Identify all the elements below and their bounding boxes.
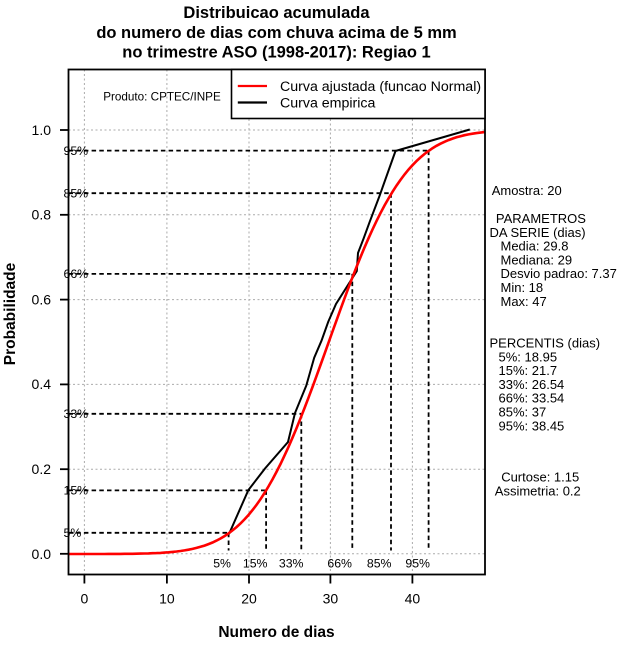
svg-text:0.8: 0.8 (32, 207, 52, 223)
svg-text:95%: 95% (405, 557, 430, 571)
svg-text:66%: 66% (327, 557, 352, 571)
svg-text:85%: 37: 85%: 37 (499, 405, 547, 420)
svg-text:Max: 47: Max: 47 (501, 294, 547, 309)
svg-text:40: 40 (405, 591, 421, 607)
svg-text:Curva ajustada (funcao Normal): Curva ajustada (funcao Normal) (280, 79, 481, 95)
svg-text:0: 0 (81, 591, 89, 607)
svg-text:1.0: 1.0 (32, 122, 52, 138)
svg-text:Media: 29.8: Media: 29.8 (501, 239, 569, 254)
svg-text:5%: 5% (213, 557, 231, 571)
svg-text:Produto: CPTEC/INPE: Produto: CPTEC/INPE (103, 91, 221, 104)
svg-text:95%: 95% (64, 144, 89, 158)
svg-text:do numero de dias com chuva ac: do numero de dias com chuva acima de 5 m… (96, 24, 456, 42)
svg-text:Min: 18: Min: 18 (501, 280, 544, 295)
svg-text:66%: 33.54: 66%: 33.54 (499, 391, 565, 406)
svg-text:95%: 38.45: 95%: 38.45 (499, 418, 565, 433)
svg-text:PERCENTIS (dias): PERCENTIS (dias) (490, 336, 601, 351)
svg-text:0.2: 0.2 (32, 461, 52, 477)
svg-text:66%: 66% (64, 267, 89, 281)
svg-text:30: 30 (323, 591, 339, 607)
svg-text:33%: 33% (279, 557, 304, 571)
svg-text:0.4: 0.4 (32, 376, 52, 392)
svg-text:Curtose: 1.15: Curtose: 1.15 (501, 470, 579, 485)
svg-text:15%: 15% (243, 557, 268, 571)
svg-text:20: 20 (241, 591, 257, 607)
svg-text:Distribuicao acumulada: Distribuicao acumulada (183, 4, 370, 22)
svg-text:Desvio padrao: 7.37: Desvio padrao: 7.37 (501, 266, 617, 281)
svg-text:Mediana: 29: Mediana: 29 (501, 252, 573, 267)
svg-text:Numero de dias: Numero de dias (218, 624, 334, 641)
svg-text:DA SERIE (dias): DA SERIE (dias) (490, 225, 586, 240)
svg-text:10: 10 (159, 591, 175, 607)
svg-text:Probabilidade: Probabilidade (2, 262, 19, 365)
svg-text:33%: 33% (64, 407, 89, 421)
svg-text:85%: 85% (367, 557, 392, 571)
svg-text:Curva empirica: Curva empirica (280, 96, 376, 112)
svg-text:5%: 18.95: 5%: 18.95 (499, 349, 558, 364)
svg-text:33%: 26.54: 33%: 26.54 (499, 377, 565, 392)
svg-text:Assimetria: 0.2: Assimetria: 0.2 (495, 483, 581, 498)
svg-text:Amostra: 20: Amostra: 20 (492, 183, 562, 198)
svg-text:PARAMETROS: PARAMETROS (496, 211, 586, 226)
svg-text:no trimestre ASO (1998-2017):: no trimestre ASO (1998-2017): Regiao 1 (122, 44, 430, 62)
svg-text:0.0: 0.0 (32, 546, 52, 562)
svg-text:15%: 15% (64, 484, 89, 498)
svg-text:0.6: 0.6 (32, 291, 52, 307)
svg-text:5%: 5% (64, 526, 82, 540)
svg-text:15%: 21.7: 15%: 21.7 (499, 363, 558, 378)
svg-text:85%: 85% (64, 186, 89, 200)
